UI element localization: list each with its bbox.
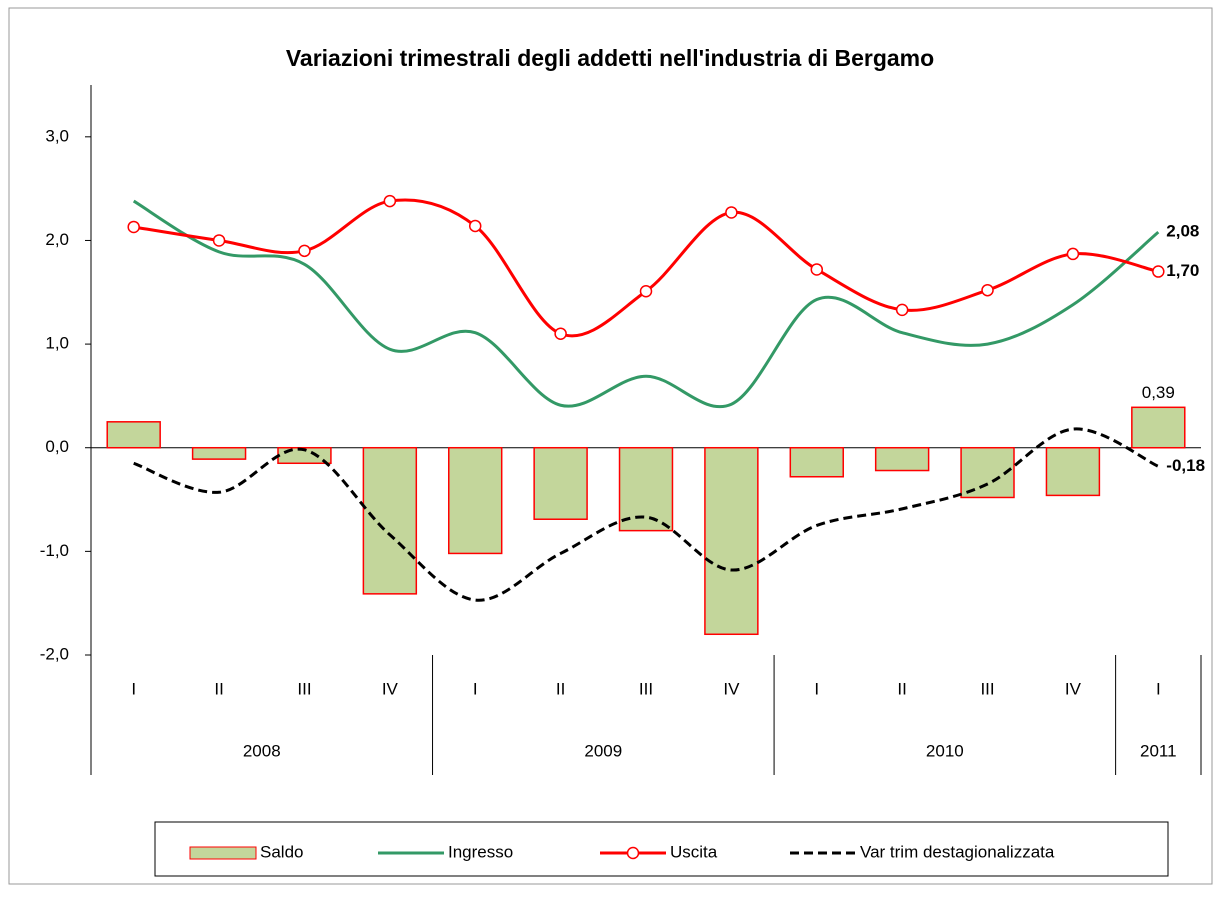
marker <box>895 303 909 317</box>
x-tick-label: III <box>980 679 994 698</box>
marker <box>810 263 824 276</box>
bar <box>448 446 503 555</box>
x-tick-label: III <box>297 679 311 698</box>
marker <box>981 283 994 297</box>
legend-swatch <box>189 846 257 860</box>
x-tick-label: I <box>131 679 136 698</box>
x-tick-label: III <box>639 679 653 698</box>
legend-label: Saldo <box>260 842 303 861</box>
year-label: 2010 <box>926 741 964 760</box>
year-label: 2008 <box>243 741 281 760</box>
x-tick-label: I <box>1156 679 1161 698</box>
legend-marker <box>626 846 640 860</box>
line <box>132 199 1160 408</box>
bar <box>704 446 759 636</box>
data-label: 1,70 <box>1166 261 1199 280</box>
line <box>133 427 1159 602</box>
data-label: 0,39 <box>1142 383 1175 402</box>
legend-label: Ingresso <box>448 842 513 861</box>
marker <box>298 244 311 258</box>
x-tick-label: II <box>556 679 565 698</box>
x-tick-label: IV <box>382 679 399 698</box>
bar <box>533 446 588 520</box>
data-label: 2,08 <box>1166 222 1199 241</box>
legend-box <box>154 821 1169 877</box>
marker <box>554 327 567 340</box>
marker <box>468 219 482 233</box>
marker <box>639 284 653 298</box>
x-tick-label: II <box>897 679 906 698</box>
data-label: -0,18 <box>1166 456 1205 475</box>
marker <box>383 194 397 208</box>
legend-label: Var trim destagionalizzata <box>860 842 1055 861</box>
x-tick-label: IV <box>723 679 740 698</box>
y-tick-label: 3,0 <box>45 126 69 145</box>
x-tick-label: I <box>814 679 819 698</box>
x-tick-label: I <box>473 679 478 698</box>
bar <box>1045 446 1101 497</box>
bar <box>874 446 930 472</box>
year-label: 2009 <box>584 741 622 760</box>
bar <box>789 446 844 478</box>
y-tick-label: -2,0 <box>40 644 69 663</box>
marker <box>127 220 140 234</box>
y-tick-label: -1,0 <box>40 541 69 560</box>
y-tick-label: 2,0 <box>45 230 69 249</box>
bar <box>191 446 247 460</box>
bar <box>106 421 161 449</box>
year-label: 2011 <box>1140 741 1177 760</box>
chart-frame <box>8 7 1213 885</box>
y-tick-label: 1,0 <box>45 334 69 353</box>
y-tick-label: 0,0 <box>45 437 69 456</box>
bar <box>362 446 418 595</box>
marker <box>725 206 738 219</box>
x-tick-label: IV <box>1065 679 1082 698</box>
chart-title: Variazioni trimestrali degli addetti nel… <box>286 45 934 71</box>
marker <box>212 234 226 247</box>
bar <box>618 446 674 532</box>
marker <box>1066 247 1080 261</box>
bar <box>1131 406 1186 449</box>
marker <box>1152 265 1165 278</box>
legend-label: Uscita <box>670 842 718 861</box>
x-tick-label: II <box>214 679 223 698</box>
